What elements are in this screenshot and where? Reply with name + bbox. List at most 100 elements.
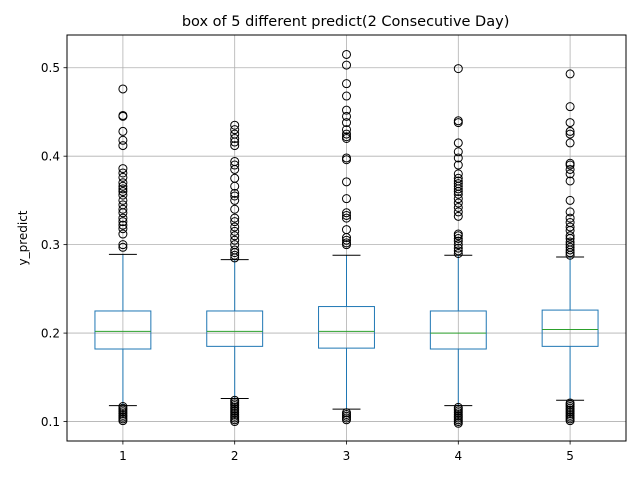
outlier-point (342, 177, 351, 187)
outlier-point (230, 195, 240, 205)
outlier-point (342, 208, 351, 218)
outlier-point (342, 238, 351, 248)
box-group-4 (429, 64, 487, 428)
outlier-point (453, 160, 463, 170)
outlier-point (230, 250, 240, 260)
outlier-point (565, 213, 575, 223)
outlier-point (565, 138, 575, 148)
outlier-point (230, 222, 240, 232)
outlier-point (565, 222, 575, 232)
chart-title: box of 5 different predict(2 Consecutive… (182, 14, 510, 30)
iqr-box (541, 309, 599, 347)
outlier-point (342, 125, 351, 135)
outlier-point (342, 60, 351, 70)
box-layer (94, 49, 599, 428)
outlier-point (118, 178, 128, 188)
outlier-point (565, 398, 575, 408)
outlier-point (453, 402, 463, 412)
outlier-point (118, 190, 128, 200)
outlier-point (565, 118, 575, 128)
outlier-point (453, 194, 463, 204)
outlier-point (453, 153, 463, 163)
outlier-point (118, 187, 128, 197)
outlier-point (342, 132, 351, 142)
outlier-point (453, 173, 463, 183)
outlier-point (230, 235, 240, 245)
outlier-point (453, 147, 463, 157)
box-group-2 (206, 120, 264, 427)
outlier-point (230, 129, 240, 139)
outlier-point (230, 231, 240, 241)
outlier-point (565, 102, 575, 112)
outlier-point (118, 141, 128, 151)
outlier-point (565, 164, 575, 174)
outlier-point (453, 198, 463, 208)
outlier-point (453, 207, 463, 217)
outlier-point (342, 105, 351, 115)
outlier-point (565, 158, 575, 168)
outlier-point (230, 217, 240, 227)
outlier-point (230, 240, 240, 250)
outlier-point (565, 218, 575, 228)
outlier-point (342, 213, 351, 223)
outlier-point (230, 125, 240, 135)
outlier-point (565, 69, 575, 79)
outlier-point (342, 91, 351, 101)
iqr-box (318, 306, 375, 349)
outlier-point (565, 237, 575, 247)
outlier-point (230, 213, 240, 223)
outlier-point (453, 176, 463, 186)
outlier-point (230, 226, 240, 236)
x-tick-label: 2 (231, 449, 239, 463)
outlier-point (230, 191, 240, 201)
outlier-point (453, 246, 463, 256)
outlier-point (230, 160, 240, 170)
outlier-point (453, 179, 463, 189)
x-tick-label: 5 (566, 449, 574, 463)
outlier-point (342, 111, 351, 121)
outlier-point (118, 213, 128, 223)
outlier-point (565, 231, 575, 241)
outlier-point (342, 225, 351, 235)
iqr-box (429, 310, 487, 350)
outlier-point (230, 133, 240, 143)
outlier-point (342, 79, 351, 89)
outlier-point (118, 220, 128, 230)
outlier-point (118, 84, 128, 94)
outlier-point (453, 169, 463, 179)
y-axis-label: y_predict (16, 210, 30, 265)
axis-layer: 0.1 0.2 0.3 0.4 0.5 1 2 3 4 5 (41, 61, 574, 463)
outlier-point (342, 118, 351, 128)
outlier-point (118, 168, 128, 178)
outlier-point (230, 188, 240, 198)
outlier-point (453, 202, 463, 212)
outlier-point (565, 207, 575, 217)
outlier-point (342, 408, 351, 418)
outlier-point (230, 120, 240, 130)
outlier-point (118, 240, 128, 250)
outlier-point (118, 164, 128, 174)
outlier-point (118, 229, 128, 239)
outlier-point (118, 135, 128, 145)
outlier-point (565, 240, 575, 250)
y-tick-label: 0.4 (41, 149, 60, 163)
outlier-point (453, 64, 463, 74)
outlier-point (453, 211, 463, 221)
outlier-point (118, 110, 128, 120)
outlier-point (118, 217, 128, 227)
outlier-point (230, 245, 240, 255)
box-group-3 (318, 49, 375, 425)
outlier-point (565, 242, 575, 252)
outlier-point (118, 242, 128, 252)
outlier-point (118, 195, 128, 205)
x-tick-label: 3 (343, 449, 351, 463)
outlier-point (453, 138, 463, 148)
box-group-1 (94, 84, 152, 426)
outlier-point (118, 184, 128, 194)
y-tick-label: 0.2 (41, 326, 60, 340)
outlier-point (230, 395, 240, 405)
y-tick-label: 0.1 (41, 415, 60, 429)
outlier-point (118, 172, 128, 182)
